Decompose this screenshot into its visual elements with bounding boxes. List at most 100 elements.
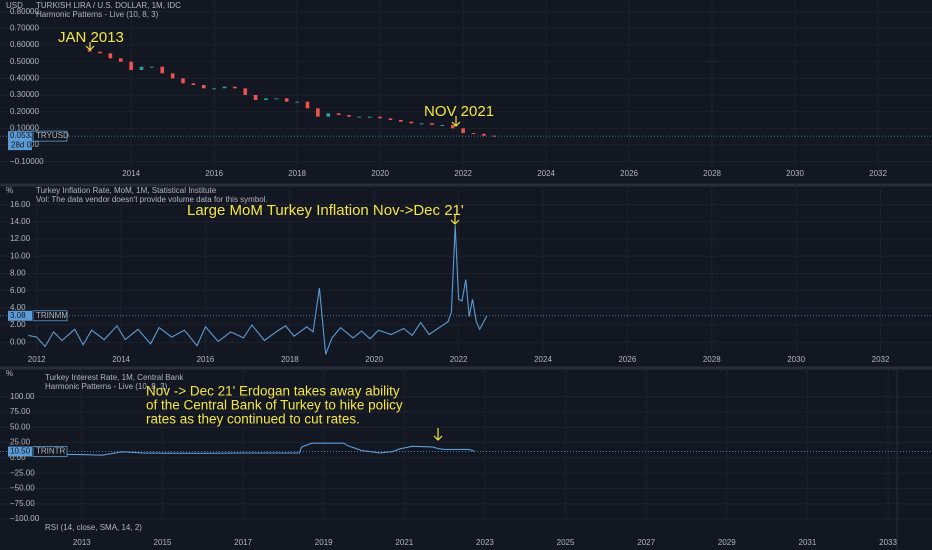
y-tick-label: 75.00 [10,407,31,416]
candle-body [336,113,341,115]
candle-body [118,58,123,62]
candle-body [264,98,268,100]
candle-body [347,115,351,117]
last-value-box [8,131,32,142]
x-tick-label: 2033 [879,538,897,547]
arrow-head [450,219,460,225]
y-tick-label: 0.50000 [10,57,39,66]
candle-body [326,113,331,117]
annotation: Nov -> Dec 21' Erdogan takes away abilit… [146,384,400,399]
candle-body [388,118,393,120]
x-tick-label: 2018 [281,355,299,364]
y-tick-label: −100.00 [10,514,40,523]
countdown-box [8,141,32,151]
x-tick-label: 2031 [799,538,817,547]
candle-body [482,133,486,136]
candle-body [170,73,175,79]
y-tick-label: 0.70000 [10,23,39,32]
y-tick-label: 0.60000 [10,40,39,49]
arrow-head [85,45,95,51]
candle-body [253,95,258,100]
x-tick-label: 2029 [718,538,736,547]
candle-body [430,123,434,125]
x-tick-label: 2022 [450,355,468,364]
candle-body [212,88,216,90]
candle-body [461,128,465,133]
x-tick-label: 2019 [315,538,333,547]
last-value-box [8,446,32,457]
pane-title: TURKISH LIRA / U.S. DOLLAR, 1M, IDC [36,1,181,10]
x-tick-label: 2028 [703,355,721,364]
y-tick-label: 10.00 [10,251,31,260]
arrow-head [433,435,443,441]
y-tick-label: 2.00 [10,320,26,329]
last-value-label: 0.05331 [10,131,39,140]
axis-unit: % [6,369,13,378]
series-line [28,225,488,355]
candle-body [419,123,424,125]
x-tick-label: 2020 [365,355,383,364]
candle-body [295,101,299,103]
pane-subtitle: Vol: The data vendor doesn't provide vol… [36,195,268,204]
y-tick-label: −25.00 [10,468,35,477]
x-tick-label: 2016 [197,355,215,364]
pane-title: Turkey Interest Rate, 1M, Central Bank [45,373,184,382]
candle-body [108,53,113,59]
x-tick-label: 2016 [205,169,223,178]
y-tick-label: 0.00 [10,453,26,462]
symbol-label: TRINMM [36,311,68,320]
pane [0,185,932,355]
x-tick-label: 2014 [112,355,130,364]
last-value-label: 10.50 [10,447,31,456]
axis-unit: % [6,186,13,195]
x-tick-label: 2021 [395,538,413,547]
indicator-label: RSI (14, close, SMA, 14, 2) [45,523,142,532]
annotation: rates as they continued to cut rates. [146,412,360,427]
candle-body [98,51,102,54]
symbol-box [32,446,68,457]
y-tick-label: −0.10000 [10,157,44,166]
x-tick-label: 2012 [28,355,46,364]
candle-body [471,133,476,134]
x-tick-label: 2030 [787,355,805,364]
candle-body [305,101,310,109]
candle-body [222,86,227,89]
arrow-head [451,121,461,127]
candle-body [367,116,372,118]
axis-unit: USD [6,1,23,10]
y-tick-label: 16.00 [10,200,31,209]
y-tick-label: 0.80000 [10,7,39,16]
candle-body [191,83,196,85]
x-tick-label: 2030 [786,169,804,178]
candle-body [150,66,154,68]
x-tick-label: 2013 [73,538,91,547]
x-tick-label: 2032 [872,355,890,364]
x-tick-label: 2020 [371,169,389,178]
candle-body [274,98,279,100]
annotation: JAN 2013 [58,29,124,46]
symbol-label: TRYUSD [36,131,69,140]
last-value-box [8,310,32,321]
y-tick-label: 0.20000 [10,107,39,116]
candle-body [201,85,206,89]
candle-body [316,108,320,117]
annotation: NOV 2021 [424,103,494,120]
candle-body [129,61,133,70]
x-tick-label: 2018 [288,169,306,178]
x-tick-label: 2022 [454,169,472,178]
y-tick-label: 0.00 [10,337,26,346]
candle-body [160,66,165,74]
x-tick-label: 2028 [703,169,721,178]
x-tick-label: 2024 [537,169,555,178]
x-tick-label: 2014 [122,169,140,178]
y-tick-label: 4.00 [10,303,26,312]
candle-body [139,66,144,70]
x-tick-label: 2023 [476,538,494,547]
x-tick-label: 2017 [234,538,252,547]
candle-body [357,116,362,118]
y-tick-label: 8.00 [10,269,26,278]
pane [0,368,932,520]
y-tick-label: 0.10000 [10,123,39,132]
